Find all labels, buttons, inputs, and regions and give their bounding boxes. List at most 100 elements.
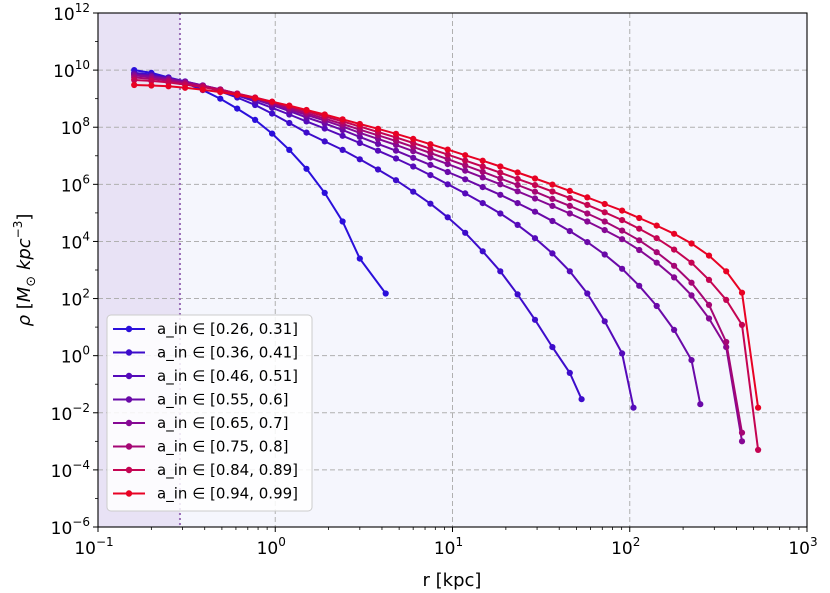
series-point — [601, 227, 608, 234]
series-point — [705, 276, 713, 283]
series-point — [479, 168, 486, 175]
y-tick-exponent: 4 — [82, 229, 90, 243]
series-point — [303, 106, 310, 114]
y-tick-exponent: −4 — [72, 458, 90, 472]
legend: a_in ∈ [0.26, 0.31] a_in ∈ [0.36, 0.41] a_… — [106, 314, 313, 512]
series-point — [444, 161, 451, 168]
x-tick-base: 10 — [434, 539, 456, 559]
series-point — [566, 369, 573, 376]
legend-swatch-marker — [125, 443, 133, 450]
series-point — [584, 218, 591, 225]
series-point — [671, 230, 678, 237]
series-point — [619, 217, 626, 224]
series-point — [688, 292, 695, 299]
x-tick-exponent: 0 — [278, 535, 286, 549]
legend-entry: a_in ∈ [0.26, 0.31] — [113, 320, 298, 339]
series-point — [392, 147, 400, 154]
legend-label: a_in ∈ [0.65, 0.7] — [157, 414, 288, 433]
series-point — [427, 141, 434, 148]
series-point — [755, 446, 762, 453]
series-point — [479, 248, 486, 255]
y-tick-base: 10 — [61, 119, 83, 139]
x-tick-base: 10 — [257, 539, 279, 559]
legend-entry: a_in ∈ [0.84, 0.89] — [113, 461, 298, 480]
y-tick-label: 106 — [61, 172, 90, 196]
series-point — [217, 95, 224, 102]
series-point — [427, 154, 434, 161]
series-point — [427, 145, 434, 152]
y-tick-exponent: 12 — [75, 1, 90, 15]
series-point — [286, 102, 293, 109]
series-point — [619, 207, 626, 214]
series-point — [688, 279, 695, 286]
series-point — [619, 227, 626, 234]
series-point — [514, 169, 521, 176]
series-point — [410, 188, 417, 195]
legend-entry: a_in ∈ [0.36, 0.41] — [113, 344, 298, 363]
series-point — [671, 246, 678, 253]
series-point — [462, 190, 469, 197]
legend-swatch-marker — [125, 466, 133, 474]
series-point — [148, 77, 155, 84]
y-tick-base: 10 — [61, 176, 83, 196]
series-point — [531, 195, 539, 202]
series-point — [705, 315, 713, 322]
series-point — [374, 140, 382, 147]
series-point — [427, 161, 434, 168]
y-tick-base: 10 — [53, 5, 75, 25]
series-point — [444, 156, 451, 163]
series-point — [497, 210, 504, 217]
series-point — [286, 119, 293, 127]
series-point — [671, 274, 678, 281]
series-point — [653, 302, 660, 310]
series-point — [269, 110, 276, 117]
y-tick-label: 10−4 — [51, 458, 90, 482]
series-point — [514, 291, 521, 298]
series-point — [755, 404, 762, 411]
series-point — [286, 146, 293, 153]
series-point — [374, 166, 382, 173]
series-point — [688, 240, 695, 247]
y-tick-exponent: 6 — [82, 172, 90, 186]
series-point — [601, 251, 608, 258]
y-tick-exponent: −2 — [72, 401, 90, 415]
series-point — [182, 84, 189, 91]
y-tick-base: 10 — [51, 462, 73, 482]
series-point — [392, 155, 400, 162]
x-tick-base: 10 — [611, 539, 633, 559]
series-point — [636, 225, 643, 232]
series-point — [356, 120, 363, 128]
legend-label: a_in ∈ [0.55, 0.6] — [157, 391, 288, 410]
series-point — [303, 165, 310, 172]
y-tick-exponent: −6 — [72, 515, 90, 529]
series-point — [531, 235, 539, 242]
series-point — [392, 177, 400, 184]
series-point — [462, 176, 469, 183]
series-point — [566, 268, 573, 275]
y-tick-label: 104 — [61, 229, 90, 253]
series-point — [462, 152, 469, 159]
series-point — [738, 438, 746, 445]
y-tick-label: 10−6 — [51, 515, 90, 539]
y-tick-label: 108 — [61, 115, 90, 139]
series-point — [601, 209, 608, 216]
series-layer — [131, 67, 762, 453]
series-point — [619, 350, 626, 357]
series-point — [601, 218, 608, 225]
y-tick-label: 1012 — [53, 1, 90, 25]
series-point — [339, 218, 346, 225]
series-point — [321, 111, 328, 118]
series-point — [356, 156, 363, 163]
series-point — [514, 200, 521, 207]
series-point — [462, 229, 469, 236]
series-point — [199, 86, 206, 93]
series-point — [427, 172, 434, 179]
series-point — [653, 249, 660, 256]
series-point — [723, 338, 730, 346]
legend-label: a_in ∈ [0.26, 0.31] — [157, 320, 298, 339]
legend-swatch-marker — [125, 396, 133, 403]
series-point — [321, 138, 328, 145]
series-point — [723, 268, 730, 275]
series-point — [549, 344, 556, 351]
